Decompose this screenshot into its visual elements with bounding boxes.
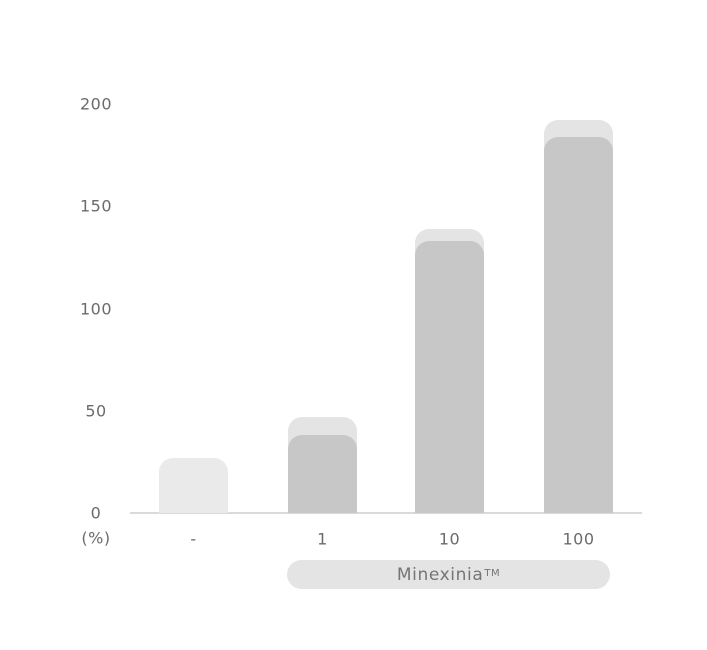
brand-pill-label: Minexinia [396,564,484,585]
brand-pill: Minexinia TM [287,560,610,589]
x-axis-line [130,512,642,514]
bar [288,435,357,513]
y-tick-label: 100 [79,299,113,318]
y-tick-label: 0 [90,503,102,523]
y-tick-label: 50 [85,401,107,421]
x-tick-label: 10 [438,529,461,549]
y-axis-unit-label: (%) [81,528,111,548]
x-tick-label: - [190,529,197,549]
x-tick-label: 1 [317,529,328,549]
y-tick-label: 200 [79,94,113,114]
trademark-superscript: TM [484,567,501,579]
x-tick-label: 100 [562,529,595,549]
bar [159,457,228,513]
y-tick-label: 150 [79,196,113,216]
bar [415,241,484,513]
bar [544,136,613,513]
